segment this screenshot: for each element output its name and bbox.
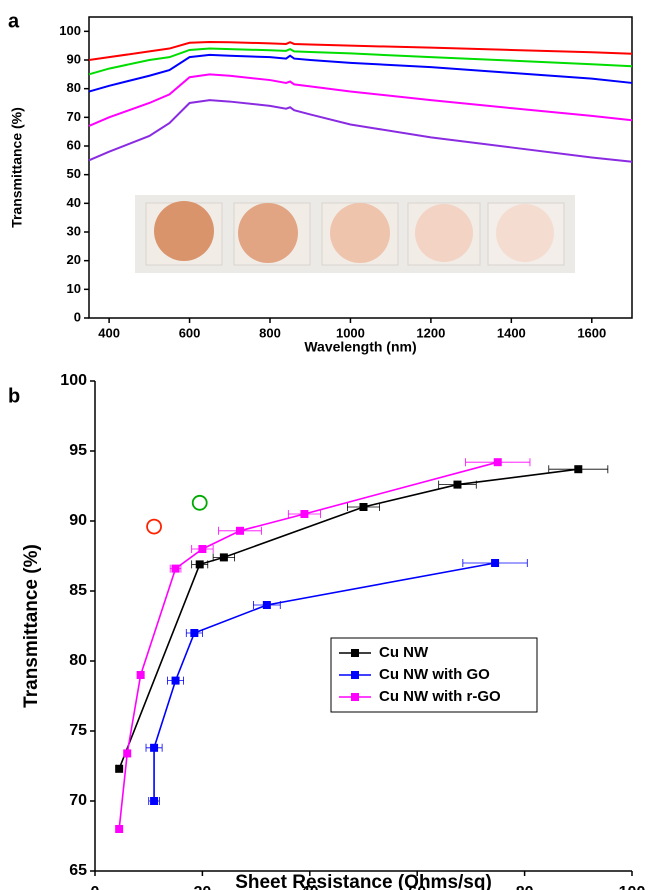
x-tick-label: 600 — [179, 325, 201, 340]
marker — [115, 764, 124, 773]
sample-film — [496, 204, 554, 262]
legend-label: Cu NW with r-GO — [379, 688, 501, 705]
marker — [574, 465, 583, 474]
series-line — [153, 562, 496, 801]
x-axis-label: Sheet Resistance (Ohms/sq) — [235, 872, 492, 890]
plot-frame — [88, 16, 633, 319]
marker — [235, 526, 244, 535]
series-line — [88, 53, 633, 93]
y-tick-label: 65 — [69, 862, 87, 879]
y-tick-label: 90 — [67, 51, 81, 66]
x-tick-label: 100 — [619, 884, 646, 890]
x-tick-label: 60 — [408, 884, 426, 890]
x-tick-label: 0 — [91, 884, 100, 890]
y-tick-label: 80 — [67, 80, 81, 95]
sample-film — [238, 203, 298, 263]
series-line — [88, 40, 633, 61]
series-line — [88, 99, 633, 163]
marker — [146, 518, 162, 535]
marker — [198, 545, 207, 553]
y-tick-label: 0 — [74, 309, 81, 324]
marker — [219, 553, 228, 562]
y-tick-label: 40 — [67, 195, 81, 210]
legend-marker — [351, 693, 359, 701]
y-tick-label: 60 — [67, 137, 81, 152]
y-tick-label: 10 — [67, 281, 81, 296]
y-axis-label: Transmittance (%) — [9, 107, 25, 228]
series-line — [88, 73, 633, 127]
y-tick-label: 70 — [67, 109, 81, 124]
y-tick-label: 75 — [69, 722, 87, 739]
marker — [150, 743, 159, 752]
x-tick-label: 20 — [194, 884, 212, 890]
series-line — [118, 468, 579, 770]
sample-photo — [135, 195, 575, 273]
series-line — [118, 461, 498, 830]
marker — [115, 825, 124, 833]
x-tick-label: 1000 — [336, 325, 365, 340]
x-tick-label: 1400 — [497, 325, 526, 340]
x-tick-label: 40 — [301, 884, 319, 890]
marker — [262, 601, 271, 609]
marker — [171, 676, 180, 685]
legend-label: Cu NW with GO — [379, 666, 490, 683]
legend-marker — [351, 649, 359, 657]
marker — [190, 629, 199, 637]
legend-label: Cu NW — [379, 644, 429, 661]
marker — [493, 458, 502, 467]
x-tick-label: 800 — [259, 325, 281, 340]
x-tick-label: 400 — [98, 325, 120, 340]
sample-film — [415, 204, 473, 262]
y-tick-label: 100 — [59, 23, 81, 38]
marker — [195, 560, 204, 569]
marker — [359, 503, 368, 511]
x-tick-label: 80 — [516, 884, 534, 890]
y-axis-label: Transmittance (%) — [21, 544, 42, 708]
x-tick-label: 1200 — [416, 325, 445, 340]
y-tick-label: 100 — [60, 372, 87, 389]
y-tick-label: 50 — [67, 166, 81, 181]
marker — [453, 480, 462, 489]
y-tick-label: 70 — [69, 792, 87, 809]
y-tick-label: 95 — [69, 442, 87, 459]
x-tick-label: 1600 — [577, 325, 606, 340]
y-tick-label: 85 — [69, 582, 87, 599]
marker — [123, 749, 132, 758]
x-axis-label: Wavelength (nm) — [304, 339, 416, 355]
marker — [171, 564, 180, 573]
y-tick-label: 30 — [67, 223, 81, 238]
marker — [150, 797, 159, 805]
y-tick-label: 20 — [67, 252, 81, 267]
y-tick-label: 90 — [69, 512, 87, 529]
sample-film — [330, 203, 390, 263]
marker — [191, 494, 208, 511]
legend-marker — [351, 671, 359, 679]
marker — [491, 559, 500, 567]
panel-label: b — [8, 385, 20, 407]
marker — [300, 510, 309, 518]
marker — [136, 671, 145, 679]
series-line — [88, 47, 633, 76]
sample-film — [154, 201, 214, 261]
y-tick-label: 80 — [69, 652, 87, 669]
panel-label: a — [8, 10, 20, 32]
